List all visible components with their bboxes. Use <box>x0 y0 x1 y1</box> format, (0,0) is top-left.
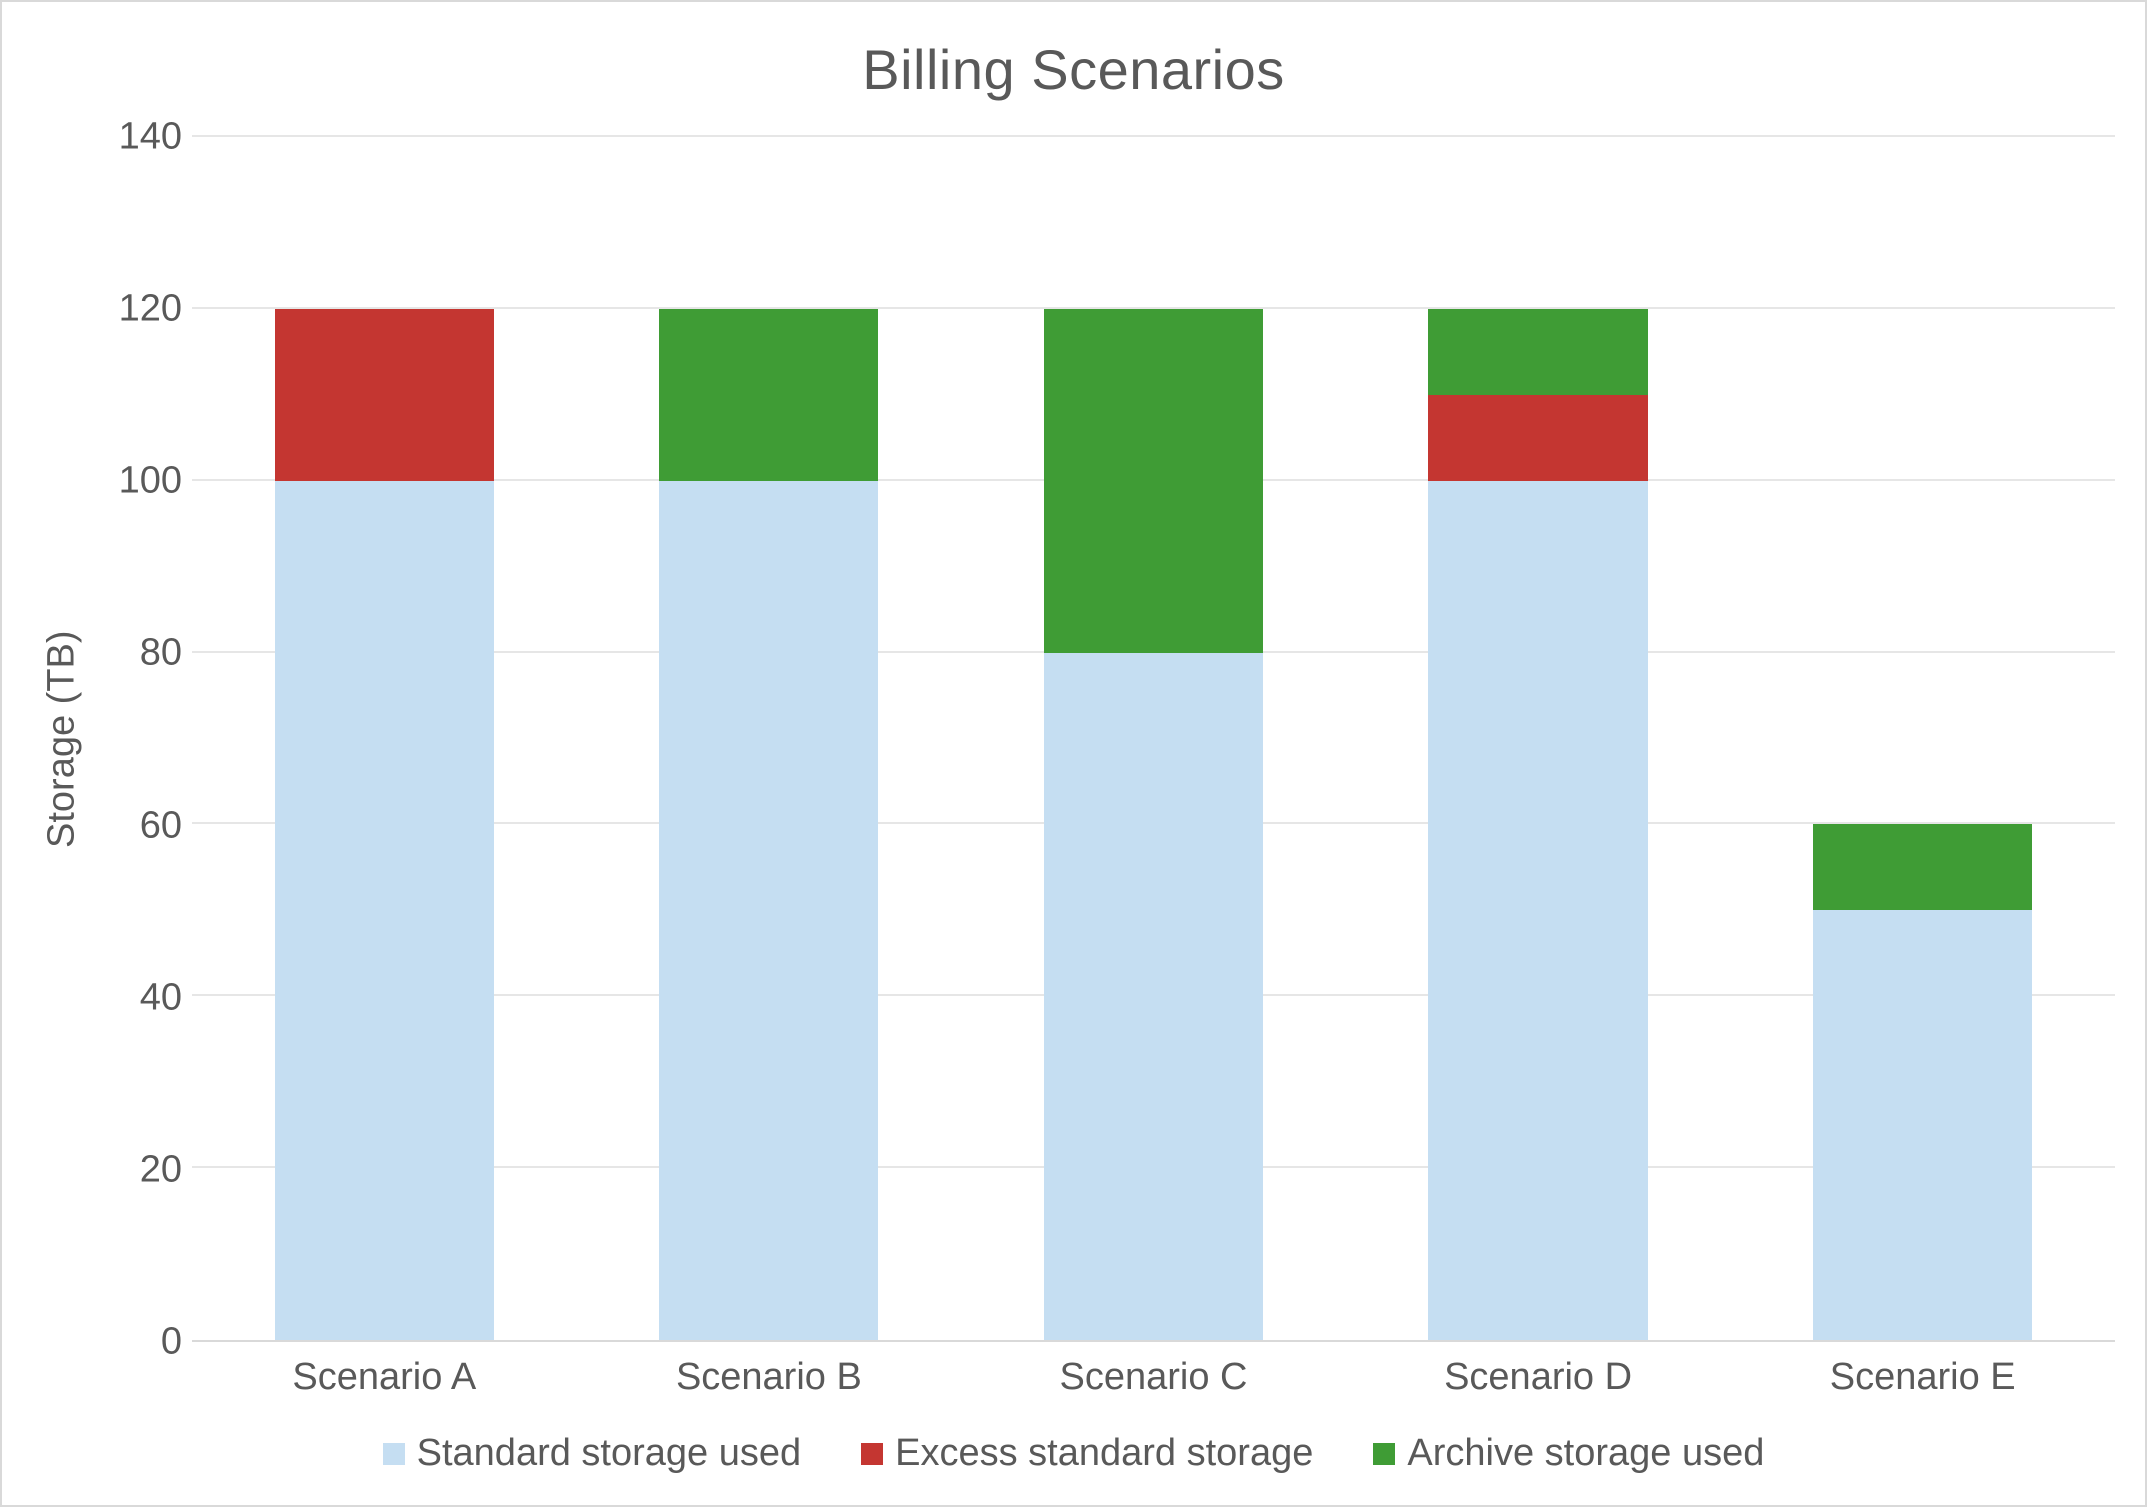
x-tick-label: Scenario A <box>192 1342 577 1412</box>
bar-slot <box>1346 137 1731 1340</box>
legend: Standard storage used Excess standard sto… <box>32 1412 2115 1485</box>
legend-item-excess: Excess standard storage <box>861 1432 1313 1475</box>
bar-slot <box>577 137 962 1340</box>
chart-title: Billing Scenarios <box>32 37 2115 102</box>
bar-stack <box>659 309 878 1340</box>
chart-container: Billing Scenarios Storage (TB) 0 20 40 60 80… <box>0 0 2147 1507</box>
x-tick-label: Scenario D <box>1346 1342 1731 1412</box>
bar-segment-archive <box>1813 824 2032 910</box>
bar-segment-standard <box>1044 653 1263 1340</box>
legend-label: Excess standard storage <box>895 1432 1313 1475</box>
y-tick-label: 140 <box>119 116 182 159</box>
bars-row <box>192 137 2115 1340</box>
bar-segment-standard <box>275 481 494 1340</box>
y-tick-label: 0 <box>161 1321 182 1364</box>
x-tick-label: Scenario B <box>577 1342 962 1412</box>
bar-segment-standard <box>1428 481 1647 1340</box>
x-tick-label: Scenario C <box>961 1342 1346 1412</box>
bar-segment-excess <box>1428 395 1647 481</box>
legend-swatch <box>1373 1443 1395 1465</box>
y-tick-label: 20 <box>140 1148 182 1191</box>
x-tick-label: Scenario E <box>1730 1342 2115 1412</box>
y-tick-label: 80 <box>140 632 182 675</box>
bar-stack <box>1813 824 2032 1340</box>
legend-label: Standard storage used <box>417 1432 802 1475</box>
y-tick-label: 60 <box>140 804 182 847</box>
y-tick-label: 100 <box>119 460 182 503</box>
bar-stack <box>1428 309 1647 1340</box>
bar-segment-standard <box>659 481 878 1340</box>
plot-wrapper: Storage (TB) 020406080100120140 <box>32 137 2115 1342</box>
plot-area <box>192 137 2115 1342</box>
legend-swatch <box>383 1443 405 1465</box>
bar-slot <box>961 137 1346 1340</box>
bar-segment-archive <box>1044 309 1263 653</box>
legend-label: Archive storage used <box>1407 1432 1764 1475</box>
legend-swatch <box>861 1443 883 1465</box>
bar-segment-archive <box>1428 309 1647 395</box>
bar-segment-excess <box>275 309 494 481</box>
bar-stack <box>1044 309 1263 1340</box>
y-axis-ticks: 020406080100120140 <box>92 137 192 1342</box>
bar-stack <box>275 309 494 1340</box>
y-tick-label: 120 <box>119 288 182 331</box>
y-tick-label: 40 <box>140 976 182 1019</box>
bar-slot <box>1730 137 2115 1340</box>
bar-segment-standard <box>1813 910 2032 1340</box>
bar-slot <box>192 137 577 1340</box>
legend-item-standard: Standard storage used <box>383 1432 802 1475</box>
x-axis-ticks: Scenario AScenario BScenario CScenario D… <box>192 1342 2115 1412</box>
legend-item-archive: Archive storage used <box>1373 1432 1764 1475</box>
y-axis-label: Storage (TB) <box>32 137 92 1342</box>
bar-segment-archive <box>659 309 878 481</box>
